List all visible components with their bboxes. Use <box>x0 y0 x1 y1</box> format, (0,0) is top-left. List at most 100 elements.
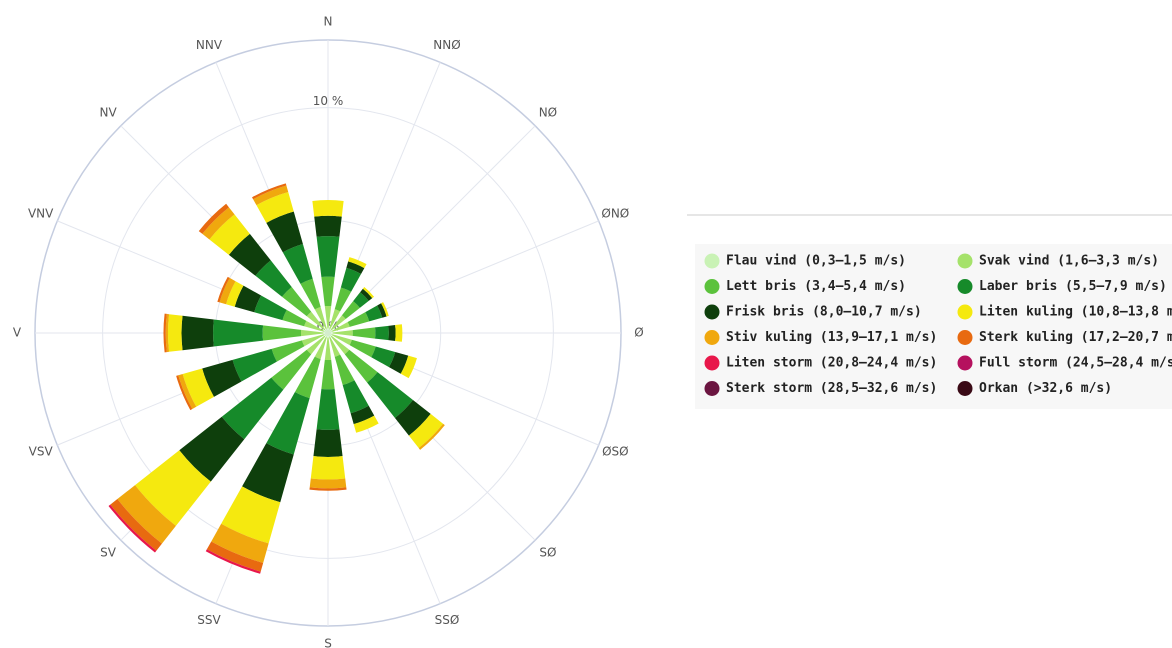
legend-swatch <box>957 381 973 396</box>
wind-segment <box>179 416 245 482</box>
wind-segment <box>282 309 307 327</box>
wind-segment <box>371 346 396 368</box>
wind-segment <box>334 287 352 312</box>
wind-segment <box>294 356 321 399</box>
wind-segment <box>352 327 376 339</box>
wind-segment <box>300 329 324 337</box>
wind-segment <box>341 301 360 320</box>
wind-segment <box>323 332 328 334</box>
wind-segment <box>328 332 333 334</box>
wind-segment <box>309 478 347 489</box>
wind-segment <box>176 375 193 411</box>
wind-segment <box>312 200 344 217</box>
wind-segment <box>226 281 244 307</box>
legend-label: Liten kuling (10,8–13,8 m/s) <box>979 305 1172 320</box>
wind-segment <box>254 295 287 321</box>
legend-swatch <box>957 304 973 320</box>
wind-segment <box>394 399 431 436</box>
wind-segment <box>328 333 333 336</box>
wind-segment <box>375 325 389 341</box>
wind-segment <box>282 244 313 284</box>
wind-segment <box>314 306 327 330</box>
direction-label: NØ <box>539 106 557 120</box>
legend-label: Sterk kuling (17,2–20,7 m/s) <box>979 330 1172 345</box>
direction-label: N <box>324 15 333 29</box>
legend-label: Liten storm (20,8–24,4 m/s) <box>726 356 937 371</box>
wind-segment <box>331 321 350 332</box>
legend-label: Sterk storm (28,5–32,6 m/s) <box>726 381 937 396</box>
wind-segment <box>340 267 362 292</box>
wind-segment <box>360 288 373 301</box>
wind-segment <box>306 335 326 355</box>
wind-segment <box>353 292 369 308</box>
wind-segment <box>381 302 389 317</box>
wind-segment <box>198 203 229 234</box>
wind-segment <box>232 348 277 382</box>
wind-segment <box>321 276 335 307</box>
direction-label: SSØ <box>435 613 460 627</box>
wind-segment <box>314 215 342 237</box>
legend-swatch <box>704 253 720 269</box>
wind-segment <box>301 334 325 347</box>
wind-segment <box>306 311 326 331</box>
wind-segment <box>328 330 333 333</box>
wind-segment <box>316 388 340 430</box>
wind-segment <box>388 351 409 374</box>
legend-swatch <box>704 381 720 396</box>
wind-segment <box>178 373 197 409</box>
wind-segment <box>209 214 250 255</box>
legend-label: Flau vind (0,3–1,5 m/s) <box>726 254 906 269</box>
wind-segment <box>328 329 332 333</box>
wind-segment <box>327 328 329 333</box>
wind-segment <box>202 207 235 240</box>
wind-segment <box>228 233 271 276</box>
wind-segment <box>330 315 346 331</box>
wind-segment <box>330 335 350 355</box>
wind-segment <box>362 286 375 299</box>
wind-segment <box>211 523 269 563</box>
direction-label: S <box>324 637 332 648</box>
wind-segment <box>367 372 413 418</box>
wind-segment <box>328 333 332 337</box>
wind-segment <box>332 330 353 336</box>
wind-segment <box>304 320 325 332</box>
wind-segment <box>234 285 262 313</box>
wind-segment <box>323 330 328 333</box>
wind-segment <box>344 349 378 383</box>
wind-segment <box>316 236 340 278</box>
wind-segment <box>252 183 287 200</box>
wind-segment <box>329 309 341 330</box>
direction-label: NNV <box>196 38 223 52</box>
wind-segment <box>300 278 321 310</box>
legend-swatch <box>704 279 720 294</box>
wind-segment <box>167 314 183 352</box>
wind-segment <box>262 325 302 341</box>
wind-segment <box>346 261 365 275</box>
legend-swatch <box>704 330 720 345</box>
legend-swatch <box>957 355 973 371</box>
wind-segment <box>324 305 332 329</box>
legend-label: Lett bris (3,4–5,4 m/s) <box>726 279 906 294</box>
wind-segment <box>242 443 294 503</box>
direction-label: VSV <box>29 445 54 459</box>
wind-segment <box>266 211 303 253</box>
legend-swatch <box>957 279 973 294</box>
legend-label: Stiv kuling (13,9–17,1 m/s) <box>726 330 937 345</box>
direction-label: Ø <box>634 326 643 340</box>
wind-segment <box>349 339 376 358</box>
direction-label: NV <box>99 106 117 120</box>
wind-segment <box>331 334 352 346</box>
legend-swatch <box>704 355 720 371</box>
wind-segment <box>110 499 162 551</box>
wind-segment <box>213 319 264 347</box>
legend-label: Svak vind (1,6–3,3 m/s) <box>979 254 1159 269</box>
wind-segment <box>327 333 329 338</box>
wind-segment <box>323 333 328 336</box>
wind-segment <box>163 313 167 353</box>
wind-segment <box>329 336 341 357</box>
legend-label: Full storm (24,5–28,4 m/s) <box>979 356 1172 371</box>
wind-segment <box>108 504 157 553</box>
wind-segment <box>342 380 369 414</box>
wind-segment <box>353 415 379 433</box>
